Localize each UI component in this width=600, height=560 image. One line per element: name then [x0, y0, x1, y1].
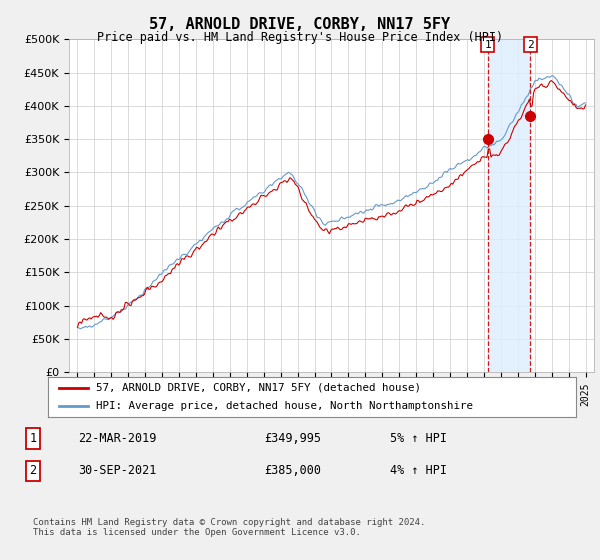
Text: £349,995: £349,995	[264, 432, 321, 445]
Text: 57, ARNOLD DRIVE, CORBY, NN17 5FY: 57, ARNOLD DRIVE, CORBY, NN17 5FY	[149, 17, 451, 32]
Text: 30-SEP-2021: 30-SEP-2021	[78, 464, 157, 477]
Text: 4% ↑ HPI: 4% ↑ HPI	[390, 464, 447, 477]
Text: 1: 1	[484, 40, 491, 49]
Text: Contains HM Land Registry data © Crown copyright and database right 2024.
This d: Contains HM Land Registry data © Crown c…	[33, 518, 425, 538]
Text: 1: 1	[29, 432, 37, 445]
Text: 2: 2	[527, 40, 534, 49]
Text: Price paid vs. HM Land Registry's House Price Index (HPI): Price paid vs. HM Land Registry's House …	[97, 31, 503, 44]
Text: 57, ARNOLD DRIVE, CORBY, NN17 5FY (detached house): 57, ARNOLD DRIVE, CORBY, NN17 5FY (detac…	[95, 383, 421, 393]
Bar	[488, 39, 530, 372]
Text: 2: 2	[29, 464, 37, 477]
Text: 5% ↑ HPI: 5% ↑ HPI	[390, 432, 447, 445]
Text: 22-MAR-2019: 22-MAR-2019	[78, 432, 157, 445]
Text: £385,000: £385,000	[264, 464, 321, 477]
Text: HPI: Average price, detached house, North Northamptonshire: HPI: Average price, detached house, Nort…	[95, 402, 473, 411]
